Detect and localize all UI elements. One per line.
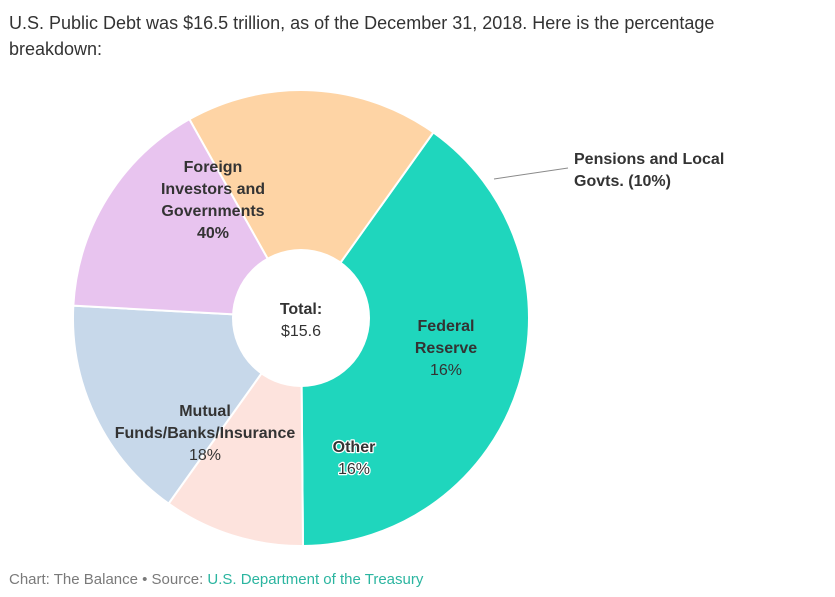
source-prefix: Chart: The Balance • Source: bbox=[9, 571, 208, 588]
slice-label-mutual-funds-line-1: Mutual bbox=[179, 403, 231, 420]
slice-value-foreign: 40% bbox=[197, 225, 229, 242]
slice-label-foreign-line-2: Investors and bbox=[161, 181, 265, 198]
slice-label-foreign-line-1: Foreign bbox=[184, 159, 243, 176]
chart-labels: Foreign Investors and Governments 40% Pensio… bbox=[115, 151, 725, 479]
center-total-label: Total: bbox=[280, 301, 322, 318]
slice-mutual-funds bbox=[188, 89, 435, 320]
chart-source: Chart: The Balance • Source: U.S. Depart… bbox=[9, 571, 423, 588]
chart-slices bbox=[71, 89, 530, 547]
slice-label-pensions-line-1: Pensions and Local bbox=[574, 151, 724, 168]
intro-text: U.S. Public Debt was $16.5 trillion, as … bbox=[9, 13, 715, 59]
slice-other bbox=[72, 117, 303, 320]
slice-value-mutual-funds: 18% bbox=[189, 447, 221, 464]
center-total-value: $15.6 bbox=[281, 323, 321, 340]
slice-value-other: 16% bbox=[338, 461, 370, 478]
donut-hole bbox=[232, 249, 370, 387]
slice-label-other-line-1: Other bbox=[333, 439, 376, 456]
slice-label-federal-reserve-line-1: Federal bbox=[418, 318, 475, 335]
slice-label-mutual-funds-line-2: Funds/Banks/Insurance bbox=[115, 425, 296, 442]
slice-foreign bbox=[299, 130, 530, 547]
slice-label-federal-reserve-line-2: Reserve bbox=[415, 340, 477, 357]
source-link[interactable]: U.S. Department of the Treasury bbox=[207, 571, 424, 588]
pensions-leader-line bbox=[493, 167, 569, 180]
slice-value-federal-reserve: 16% bbox=[430, 362, 462, 379]
slice-label-foreign-line-3: Governments bbox=[161, 203, 264, 220]
donut-chart: Foreign Investors and Governments 40% Pensio… bbox=[71, 89, 725, 547]
slice-label-pensions-line-2: Govts. (10%) bbox=[574, 173, 671, 190]
